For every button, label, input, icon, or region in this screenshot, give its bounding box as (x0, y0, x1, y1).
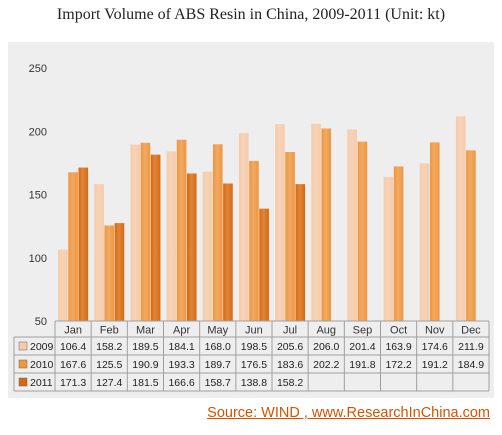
chart-title: Import Volume of ABS Resin in China, 200… (56, 6, 446, 23)
data-label: 181.5 (132, 377, 158, 389)
y-tick-label: 250 (29, 63, 47, 75)
y-tick-label: 150 (29, 190, 47, 202)
data-label: 191.8 (349, 359, 375, 371)
legend-label-2011: 2011 (30, 377, 53, 389)
y-tick-label: 200 (29, 126, 47, 138)
bar-2010-feb (104, 225, 115, 321)
data-label: 158.2 (277, 377, 303, 389)
x-tick-label: Dec (461, 325, 481, 337)
data-label: 176.5 (241, 359, 267, 371)
bar-2009-jun (238, 133, 249, 321)
bar-2010-jul (285, 151, 295, 321)
bar-2011-may (223, 183, 233, 321)
data-label: 158.2 (96, 341, 122, 353)
x-tick-label: Sep (353, 325, 373, 337)
legend-key-2009 (18, 341, 28, 351)
data-label: 166.6 (168, 377, 194, 389)
data-label: 191.2 (422, 359, 448, 371)
bar-2010-jun (249, 160, 259, 321)
bar-2010-aug (321, 128, 332, 321)
data-label: 125.5 (96, 359, 122, 371)
data-label: 205.6 (277, 341, 303, 353)
bar-2011-jan (78, 167, 89, 321)
data-label: 202.2 (313, 359, 339, 371)
bar-2011-apr (186, 173, 197, 321)
bar-2011-jun (259, 208, 269, 321)
bar-2009-nov (419, 163, 430, 321)
bar-2011-mar (150, 154, 161, 321)
x-tick-label: Jul (283, 325, 297, 337)
y-tick-label: 100 (29, 253, 47, 265)
bar-2010-jan (68, 172, 78, 321)
bar-2009-oct (383, 176, 394, 321)
bar-2010-oct (393, 166, 404, 321)
data-label: 193.3 (168, 359, 194, 371)
chart-panel: 50 100 150 200 250 Jan Feb Mar Apr May Jun Jul Aug Se… (8, 42, 494, 398)
y-tick-label: 50 (35, 316, 47, 328)
data-label: 206.0 (313, 341, 339, 353)
source-note[interactable]: Source: WIND , www.ResearchInChina.com (207, 405, 490, 421)
bar-2010-mar (140, 142, 151, 321)
bar-2010-nov (429, 142, 440, 321)
x-tick-label: Jun (245, 325, 263, 337)
data-label: 163.9 (385, 341, 411, 353)
data-label: 184.1 (168, 341, 194, 353)
bar-2009-dec (455, 116, 466, 321)
x-tick-label: Jan (64, 325, 82, 337)
data-label: 171.3 (60, 377, 86, 389)
legend-key-2010 (18, 359, 28, 369)
x-tick-label: Feb (100, 325, 119, 337)
bar-2009-mar (130, 144, 141, 321)
data-label: 183.6 (277, 359, 303, 371)
bar-2009-aug (311, 123, 321, 321)
bar-2010-may (212, 144, 223, 321)
legend-label-2010: 2010 (30, 359, 54, 371)
legend-label-2009: 2009 (30, 341, 54, 353)
data-label: 190.9 (132, 359, 158, 371)
bar-2009-feb (94, 184, 104, 321)
bar-2009-sep (347, 129, 358, 321)
data-label: 158.7 (205, 377, 231, 389)
bar-2010-apr (176, 139, 187, 321)
bar-2010-sep (357, 141, 368, 321)
x-tick-label: Apr (173, 325, 190, 337)
data-label: 172.2 (385, 359, 411, 371)
data-label: 138.8 (241, 377, 267, 389)
data-label: 167.6 (60, 359, 86, 371)
data-label: 184.9 (458, 359, 484, 371)
data-label: 168.0 (205, 341, 231, 353)
data-label: 174.6 (422, 341, 448, 353)
data-label: 201.4 (349, 341, 375, 353)
x-tick-label: Aug (316, 325, 336, 337)
data-label: 211.9 (458, 341, 484, 353)
x-tick-label: Mar (136, 325, 155, 337)
bar-2009-jul (275, 124, 285, 321)
bar-2009-apr (166, 151, 177, 321)
data-label: 106.4 (60, 341, 86, 353)
bar-2009-may (202, 171, 213, 321)
legend-key-2011 (18, 377, 28, 387)
data-label: 189.7 (205, 359, 231, 371)
chart-svg: 50 100 150 200 250 Jan Feb Mar Apr May Jun Jul Aug Se… (13, 63, 490, 392)
x-tick-label: May (207, 325, 228, 337)
data-label: 198.5 (241, 341, 267, 353)
bar-2011-jul (295, 184, 306, 321)
bar-2011-feb (114, 223, 125, 321)
x-tick-label: Oct (390, 325, 407, 337)
data-label: 127.4 (96, 377, 122, 389)
bar-2010-dec (466, 150, 476, 321)
x-tick-label: Nov (425, 325, 445, 337)
data-label: 189.5 (132, 341, 158, 353)
bar-2009-jan (58, 249, 68, 321)
